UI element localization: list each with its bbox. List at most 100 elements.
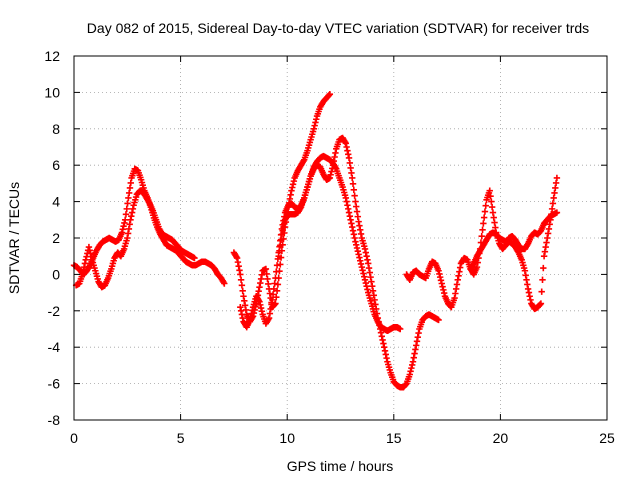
data-point-interp xyxy=(245,318,253,325)
data-point-interp xyxy=(552,179,560,187)
data-point-interp xyxy=(345,205,352,213)
data-point-interp xyxy=(277,236,285,244)
data-point-interp xyxy=(351,234,358,242)
data-point-interp xyxy=(546,221,553,228)
data-point-interp xyxy=(373,310,381,317)
data-point-interp xyxy=(273,268,280,275)
data-point-interp xyxy=(524,281,531,288)
data-point-interp xyxy=(236,267,243,274)
data-point-interp xyxy=(415,329,422,337)
data-point-interp xyxy=(124,200,131,207)
data-point-interp xyxy=(110,257,117,264)
data-point-interp xyxy=(123,237,130,244)
x-tick-label: 5 xyxy=(177,430,185,446)
data-point-interp xyxy=(338,181,346,188)
data-point-interp xyxy=(233,253,240,260)
y-tick-label: 8 xyxy=(52,121,60,137)
data-point-interp xyxy=(383,354,390,362)
data-point-interp xyxy=(287,191,294,198)
data-point-interp xyxy=(316,106,323,113)
y-axis-label: SDTVAR / TECUs xyxy=(6,182,22,294)
data-point-interp xyxy=(300,157,307,165)
data-point-interp xyxy=(348,169,355,177)
data-point-interp xyxy=(520,264,528,272)
y-tick-label: -4 xyxy=(48,339,61,355)
x-tick-label: 20 xyxy=(493,430,509,446)
x-tick-label: 25 xyxy=(599,430,615,446)
series-trds-e xyxy=(275,134,442,391)
y-tick-label: -6 xyxy=(48,376,61,392)
data-series xyxy=(70,91,561,391)
x-tick-label: 10 xyxy=(279,430,295,446)
data-point-interp xyxy=(540,264,547,272)
data-point-interp xyxy=(434,316,441,323)
data-point-interp xyxy=(472,265,480,273)
data-point-interp xyxy=(386,366,394,374)
data-point-interp xyxy=(120,247,127,254)
data-point xyxy=(480,220,487,227)
data-point-interp xyxy=(361,273,368,280)
data-point-interp xyxy=(258,308,266,315)
data-point-interp xyxy=(269,291,277,298)
y-tick-labels: -8 -6 -4 -2 0 2 4 6 8 10 12 xyxy=(44,48,60,428)
data-point-interp xyxy=(277,242,284,249)
data-point-interp xyxy=(341,192,349,199)
data-point-interp xyxy=(238,282,246,289)
data-point-interp xyxy=(271,280,278,287)
data-point-interp xyxy=(276,247,283,254)
data-point-interp xyxy=(127,179,134,187)
data-point-interp xyxy=(488,203,496,211)
data-point-interp xyxy=(351,192,358,199)
data-point-interp xyxy=(268,301,275,308)
data-point-interp xyxy=(408,361,416,369)
data-point-interp xyxy=(335,172,342,179)
data-point-interp xyxy=(126,221,133,228)
data-point-interp xyxy=(517,254,525,262)
data-point-interp xyxy=(405,373,413,380)
data-point-interp xyxy=(255,297,262,304)
data-point-interp xyxy=(549,200,557,207)
data-point-interp xyxy=(155,223,162,230)
data-point-interp xyxy=(132,193,140,201)
data-point-interp xyxy=(306,139,314,146)
series-trds-b xyxy=(72,187,198,291)
grid xyxy=(74,56,607,420)
data-point-interp xyxy=(258,271,266,279)
data-point-interp xyxy=(357,230,365,238)
data-point-interp xyxy=(104,276,111,284)
data-point-interp xyxy=(148,205,156,213)
data-point-interp xyxy=(437,277,445,284)
data-point-interp xyxy=(255,288,262,295)
data-point-interp xyxy=(137,174,144,181)
data-point-interp xyxy=(478,232,485,240)
data-point-interp xyxy=(539,276,546,284)
data-point-interp xyxy=(261,266,269,273)
data-point-interp xyxy=(290,177,298,185)
data-point-interp xyxy=(306,175,314,183)
data-point-interp xyxy=(270,285,278,293)
data-point-interp xyxy=(488,198,495,205)
data-point-interp xyxy=(364,286,371,293)
data-point-interp xyxy=(123,205,130,213)
data-point xyxy=(275,253,282,260)
data-point-interp xyxy=(297,205,304,212)
data-point-interp xyxy=(380,340,387,347)
data-point-interp xyxy=(239,314,246,322)
data-point-interp xyxy=(239,287,246,294)
data-point-interp xyxy=(538,288,545,295)
data-point-interp xyxy=(492,224,499,231)
data-point-interp xyxy=(450,297,457,304)
data-point xyxy=(272,274,279,282)
data-point-interp xyxy=(94,275,101,283)
data-point-interp xyxy=(220,278,227,286)
data-point-interp xyxy=(349,180,357,188)
data-point-interp xyxy=(303,186,310,193)
data-point-interp xyxy=(434,265,441,273)
data-point-interp xyxy=(548,211,555,218)
data-point-interp xyxy=(81,260,89,267)
data-point-interp xyxy=(303,149,310,157)
y-tick-label: 12 xyxy=(44,48,60,64)
data-point-interp xyxy=(281,220,288,227)
data-point-interp xyxy=(350,186,358,193)
